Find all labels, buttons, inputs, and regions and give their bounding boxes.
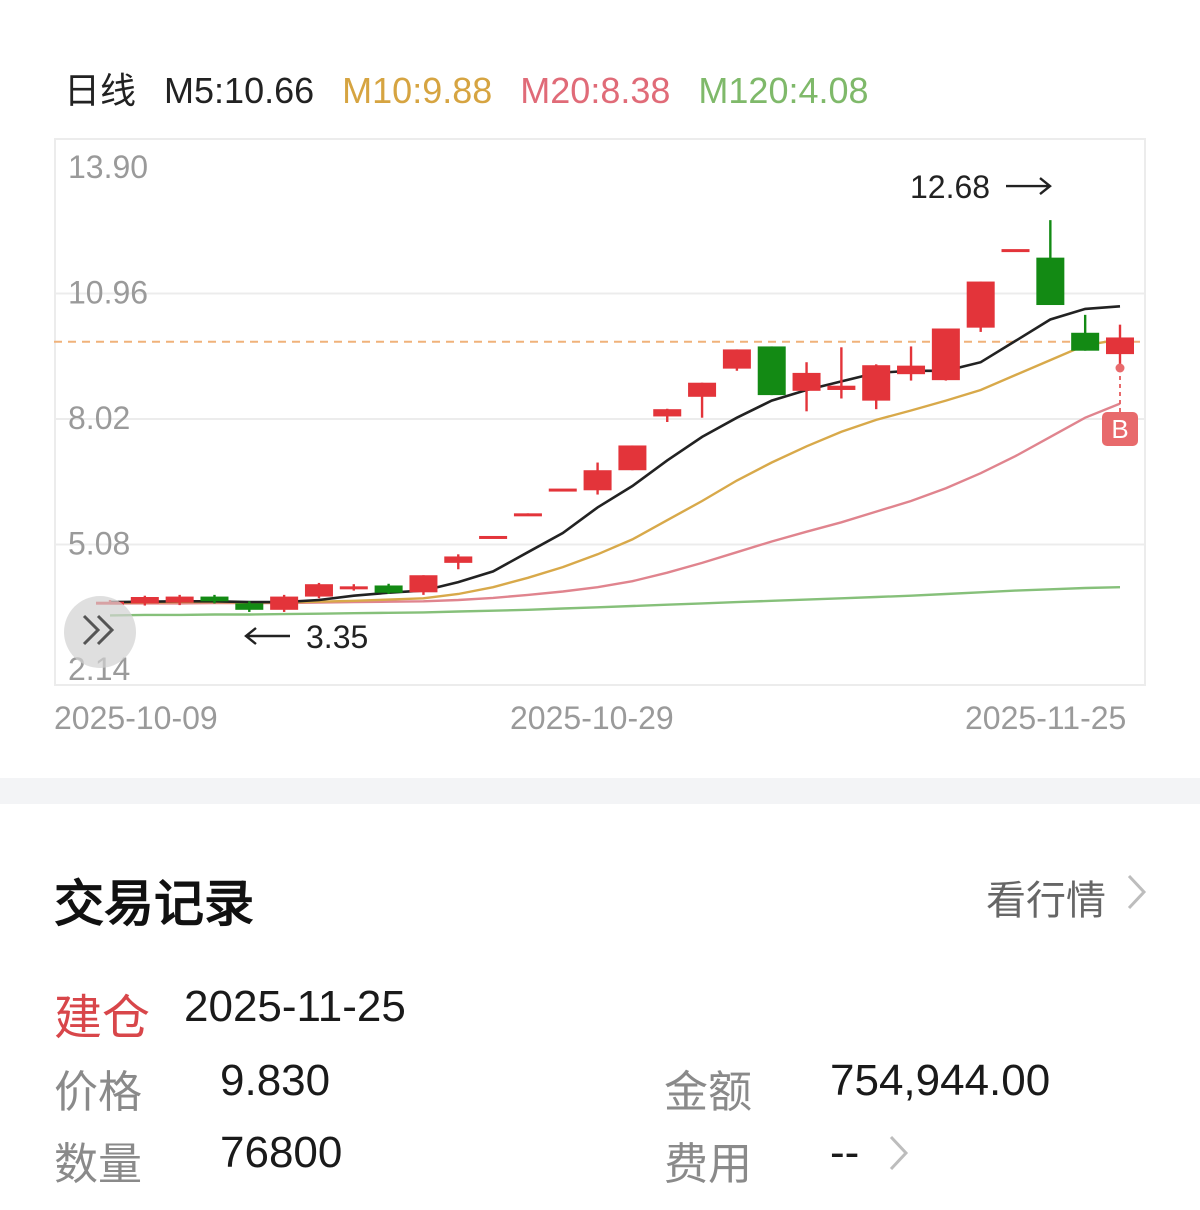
y-tick-label: 10.96	[68, 275, 148, 311]
trade-record-title: 交易记录	[54, 876, 254, 932]
kline-chart-frame	[54, 138, 1146, 686]
amount-value: 754,944.00	[830, 1056, 1051, 1105]
candle-body	[1001, 249, 1030, 253]
y-tick-label: 5.08	[68, 526, 130, 562]
candle-body	[897, 365, 926, 375]
ma5-line	[109, 305, 1121, 604]
period-label: 日线	[64, 70, 137, 111]
view-market-link[interactable]: 看行情	[986, 868, 1148, 926]
candle-body	[722, 349, 751, 369]
fee-value[interactable]: --	[830, 1128, 860, 1177]
quantity-label: 数量	[54, 1140, 142, 1189]
low-price-annotation: 3.35	[306, 619, 368, 655]
price-label: 价格	[54, 1068, 142, 1117]
candle-body	[130, 597, 159, 604]
trade-date: 2025-11-25	[184, 982, 406, 1031]
candle-body	[444, 556, 473, 563]
price-value: 9.830	[220, 1056, 331, 1105]
candle-body	[165, 596, 194, 603]
candle-body	[583, 470, 612, 491]
ma120-value: M120:4.08	[698, 70, 869, 111]
candle-body	[235, 603, 264, 610]
ma5-value: M5:10.66	[164, 70, 315, 111]
ma10-line	[110, 338, 1121, 604]
section-divider	[0, 778, 1200, 804]
candle-body	[862, 365, 891, 401]
candle-body	[479, 535, 508, 539]
ma10-value: M10:9.88	[342, 70, 493, 111]
trade-type-label: 建仓	[54, 992, 151, 1045]
candle-body	[653, 409, 682, 417]
buy-marker-badge	[1102, 412, 1138, 446]
candle-body	[827, 385, 856, 390]
candle-body	[548, 488, 577, 492]
y-tick-label: 8.02	[68, 400, 130, 436]
candle-body	[966, 281, 995, 328]
fee-chevron-icon[interactable]	[888, 1134, 910, 1177]
amount-label: 金额	[664, 1068, 752, 1117]
ma20-line	[110, 402, 1121, 605]
candle-body	[688, 382, 717, 397]
buy-marker-label: B	[1111, 414, 1128, 444]
candle-body	[618, 445, 647, 471]
fee-label: 费用	[664, 1140, 752, 1189]
candle-body	[931, 328, 960, 381]
candle-body	[270, 596, 299, 610]
x-date-mid: 2025-10-29	[510, 700, 674, 736]
x-date-start: 2025-10-09	[54, 700, 218, 736]
buy-marker-dot	[1115, 363, 1125, 373]
y-tick-label: 13.90	[68, 149, 148, 185]
ma-legend: 日线 M5:10.66 M10:9.88 M20:8.38 M120:4.08	[64, 62, 887, 114]
x-date-end: 2025-11-25	[965, 700, 1127, 736]
ma120-line	[109, 586, 1121, 617]
chevron-right-icon	[1126, 873, 1148, 921]
double-chevron-right-icon	[80, 613, 120, 652]
candle-body	[374, 585, 403, 593]
view-market-label: 看行情	[986, 879, 1106, 923]
arrow-left-icon	[244, 627, 290, 645]
candle-body	[200, 596, 229, 602]
high-price-annotation: 12.68	[910, 169, 990, 205]
ma20-value: M20:8.38	[520, 70, 671, 111]
quantity-value: 76800	[220, 1128, 343, 1177]
expand-chart-button[interactable]	[64, 596, 136, 668]
candle-body	[409, 575, 438, 593]
candle-body	[304, 584, 333, 597]
candle-body	[792, 372, 821, 391]
candle-body	[1036, 257, 1065, 306]
candle-body	[513, 513, 542, 517]
candle-body	[339, 586, 368, 590]
candle-body	[1106, 337, 1134, 355]
candle-body	[1071, 332, 1100, 351]
arrow-right-icon	[1006, 177, 1052, 196]
candle-body	[757, 346, 786, 396]
